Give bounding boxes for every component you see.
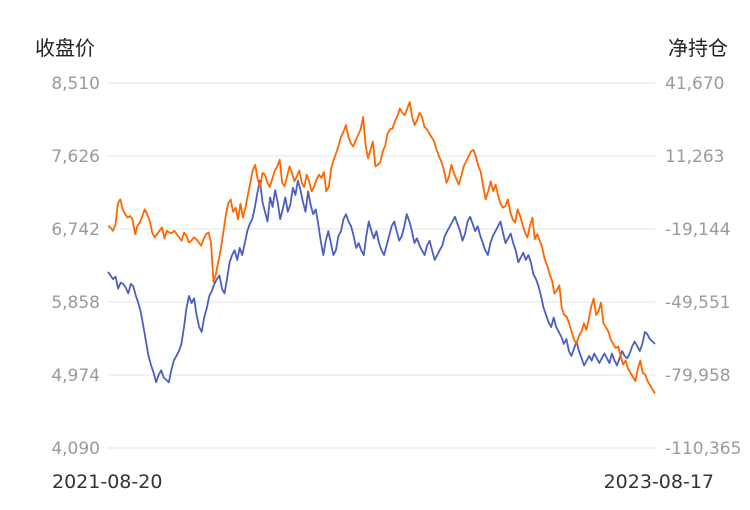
- right-tick-label: 11,263: [665, 147, 724, 167]
- left-tick-label: 8,510: [51, 74, 100, 94]
- x-end-date-label: 2023-08-17: [604, 471, 714, 493]
- right-tick-label: 41,670: [665, 74, 724, 94]
- series-lines: [107, 101, 656, 394]
- right-tick-label: -79,958: [665, 366, 731, 386]
- left-tick-label: 4,974: [51, 366, 100, 386]
- left-tick-label: 6,742: [51, 220, 100, 240]
- right-tick-label: -49,551: [665, 293, 731, 313]
- right-tick-label: -110,365: [665, 439, 741, 459]
- right-axis-ticks: 41,670 11,263 -19,144 -49,551 -79,958 -110,36…: [665, 74, 741, 459]
- x-start-date-label: 2021-08-20: [52, 471, 162, 493]
- net-position-line: [107, 179, 656, 384]
- left-tick-label: 4,090: [51, 439, 100, 459]
- left-axis-ticks: 8,510 7,626 6,742 5,858 4,974 4,090: [51, 74, 100, 459]
- left-tick-label: 5,858: [51, 293, 100, 313]
- left-tick-label: 7,626: [51, 147, 100, 167]
- left-axis-title: 收盘价: [35, 36, 95, 60]
- close-price-line: [107, 101, 656, 394]
- right-axis-title: 净持仓: [668, 36, 728, 60]
- gridlines: [108, 82, 655, 449]
- right-tick-label: -19,144: [665, 220, 731, 240]
